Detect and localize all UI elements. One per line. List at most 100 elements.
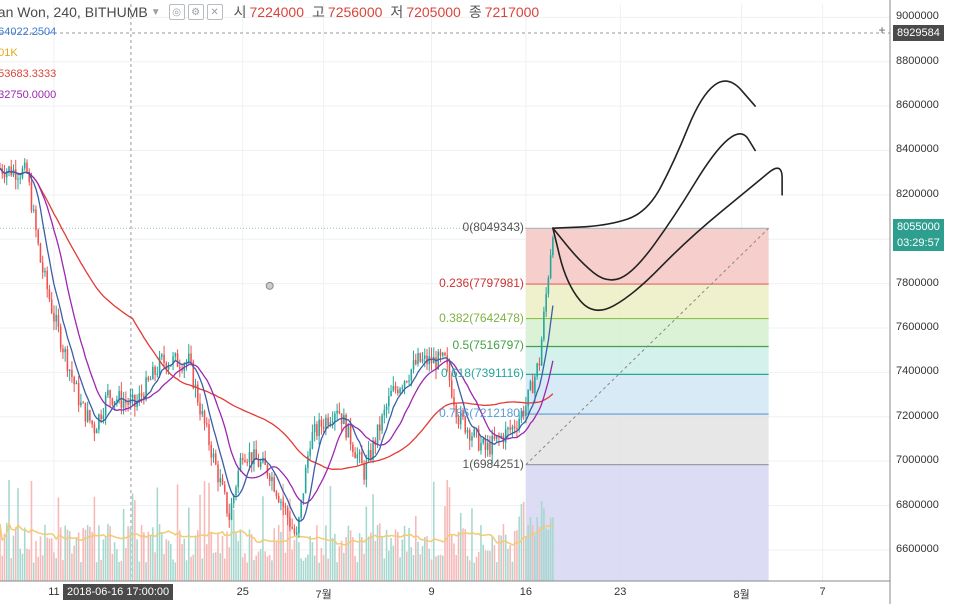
candle-body [385, 406, 388, 410]
candle-body [17, 178, 19, 180]
candle-body [62, 348, 64, 353]
candle-body [406, 381, 408, 383]
volume-bar [120, 560, 123, 581]
candle-body [538, 363, 541, 366]
volume-bar [509, 544, 511, 581]
volume-bar [441, 555, 444, 581]
candle-body [500, 435, 502, 438]
candle-body [152, 366, 154, 380]
volume-bar [226, 531, 228, 581]
candle-body [547, 277, 550, 294]
volume-bar [484, 550, 487, 581]
indicator-value-2: 001K [0, 47, 18, 59]
volume-bar [246, 562, 249, 581]
volume-bar [271, 560, 273, 581]
candle-body [480, 442, 482, 451]
volume-bar [304, 557, 307, 581]
close-icon[interactable]: ✕ [206, 4, 223, 20]
volume-bar [219, 553, 222, 581]
settings-icon[interactable]: ⚙ [187, 4, 204, 20]
volume-bar [284, 552, 287, 581]
volume-bar [480, 525, 482, 581]
candle-body [237, 470, 240, 488]
fib-level-label: 0.236(7797981) [439, 276, 524, 291]
volume-bar [82, 527, 84, 581]
volume-bar [349, 530, 352, 581]
candle-body [491, 435, 493, 455]
volume-bar [185, 560, 188, 581]
fib-band [525, 284, 769, 319]
candle-body [381, 415, 383, 431]
volume-bar [104, 537, 107, 581]
y-tick-label: 9000000 [896, 10, 939, 23]
candle-body [289, 517, 291, 528]
volume-bar [277, 524, 280, 581]
candle-body [271, 477, 273, 482]
volume-bar [217, 534, 219, 581]
candle-body [37, 229, 39, 244]
volume-bar [390, 538, 392, 581]
volume-bar [385, 529, 388, 581]
volume-bar [23, 527, 26, 581]
volume-bar [397, 531, 399, 581]
volume-bar [145, 562, 147, 581]
candle-body [441, 352, 444, 356]
volume-bar [538, 526, 541, 581]
candle-body [28, 171, 31, 183]
candle-body [421, 358, 424, 362]
candle-body [439, 351, 442, 356]
volume-bar [35, 540, 37, 581]
volume-bar [455, 554, 458, 581]
volume-bar [522, 501, 525, 581]
x-tick-label: 8월 [733, 589, 750, 601]
volume-bar [376, 525, 379, 581]
candle-body [302, 493, 305, 501]
x-tick-label: 7월 [315, 589, 332, 601]
candle-body [257, 459, 260, 467]
candle-body [125, 401, 127, 403]
candle-body [392, 386, 395, 391]
candle-body [188, 353, 190, 362]
candle-body [104, 395, 107, 416]
volume-bar [435, 556, 437, 581]
candle-body [504, 429, 507, 443]
volume-bar [275, 542, 278, 581]
candle-body [73, 376, 75, 385]
candle-body [203, 410, 206, 424]
candle-body [482, 438, 484, 443]
candle-body [320, 419, 323, 427]
candle-body [295, 533, 298, 535]
fib-level-label: 1(6984251) [462, 456, 524, 471]
candle-body [246, 461, 249, 463]
candle-body [107, 390, 109, 396]
volume-bar [91, 531, 93, 581]
candle-body [77, 382, 80, 406]
volume-bar [318, 562, 320, 581]
visibility-icon[interactable]: ◎ [168, 4, 185, 20]
add-alert-icon[interactable]: + [878, 23, 886, 37]
candle-body [145, 377, 147, 400]
candle-body [221, 478, 224, 485]
volume-bar [552, 517, 554, 581]
volume-bar [102, 539, 105, 581]
symbol-label[interactable]: ean Won, 240, BITHUMB [0, 4, 148, 20]
candle-body [412, 360, 415, 370]
candle-body [534, 376, 536, 394]
chevron-down-icon[interactable]: ▼ [150, 6, 161, 18]
volume-bar [511, 561, 514, 581]
hand-drawn-projection [552, 80, 756, 229]
candle-body [408, 380, 410, 382]
candle-body [432, 357, 435, 364]
candle-body [552, 237, 554, 256]
fib-band [525, 228, 769, 285]
volume-bar [325, 525, 327, 581]
candle-body [298, 517, 300, 534]
volume-bar [504, 534, 507, 581]
volume-bar [55, 558, 57, 581]
volume-bar [316, 525, 318, 581]
volume-bar [190, 556, 192, 581]
candle-body [468, 429, 471, 441]
candle-body [316, 424, 318, 437]
